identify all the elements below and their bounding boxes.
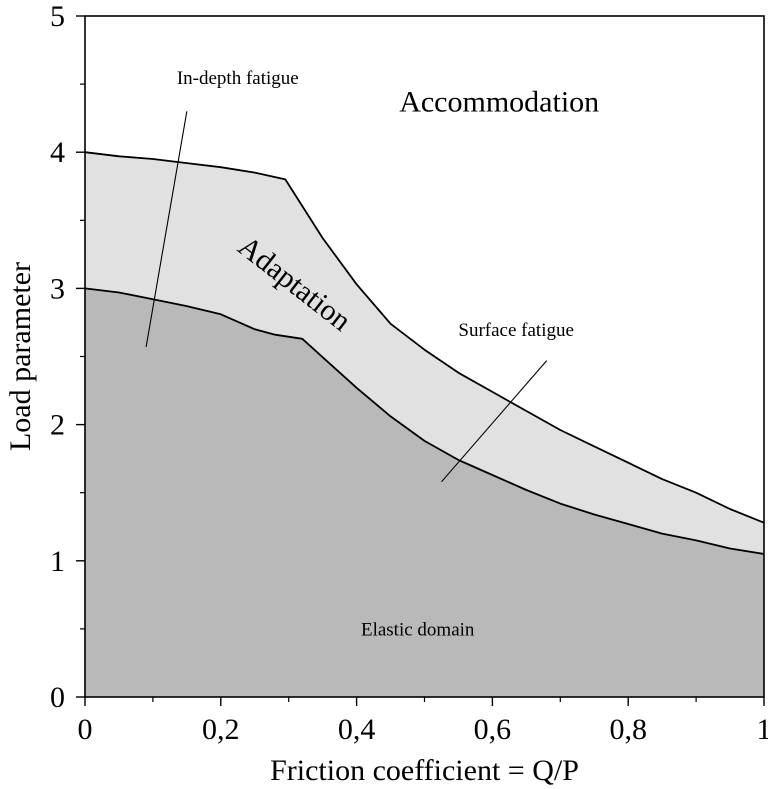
annotation-leader-line [145, 111, 188, 348]
axis-tick-labels: 0 0,2 0,4 0,6 0,8 1 0 1 2 3 4 5 [50, 0, 768, 746]
annotation-leader-line [441, 360, 548, 483]
chart-boundary-curves [84, 151, 765, 555]
x-tick-label: 0 [78, 713, 93, 746]
annotation-surface-fatigue: Surface fatigue [458, 320, 574, 341]
x-tick-label: 1 [757, 713, 768, 746]
y-tick-label: 2 [50, 409, 65, 442]
annotation-accommodation: Accommodation [399, 85, 599, 118]
annotation-in-depth-fatigue: In-depth fatigue [177, 68, 299, 89]
region-elastic [85, 288, 764, 697]
x-tick-label: 0,8 [609, 713, 647, 746]
y-tick-label: 1 [50, 545, 65, 578]
x-tick-label: 0,6 [474, 713, 512, 746]
axis-ticks [76, 15, 765, 706]
series-line-shakedown-limit [84, 151, 765, 524]
x-tick-label: 0,2 [202, 713, 240, 746]
annotation-elastic-domain: Elastic domain [361, 620, 475, 641]
y-tick-label: 3 [50, 272, 65, 305]
y-tick-label: 5 [50, 0, 65, 33]
series-line-elastic-limit [84, 287, 765, 555]
x-tick-label: 0,4 [338, 713, 376, 746]
x-axis-title: Friction coefficient = Q/P [270, 754, 579, 787]
y-tick-label: 4 [50, 136, 65, 169]
chart-regions [85, 16, 764, 697]
chart-annotation-leaders [145, 111, 548, 483]
y-axis-title: Load parameter [4, 262, 37, 451]
y-tick-label: 0 [50, 681, 65, 714]
